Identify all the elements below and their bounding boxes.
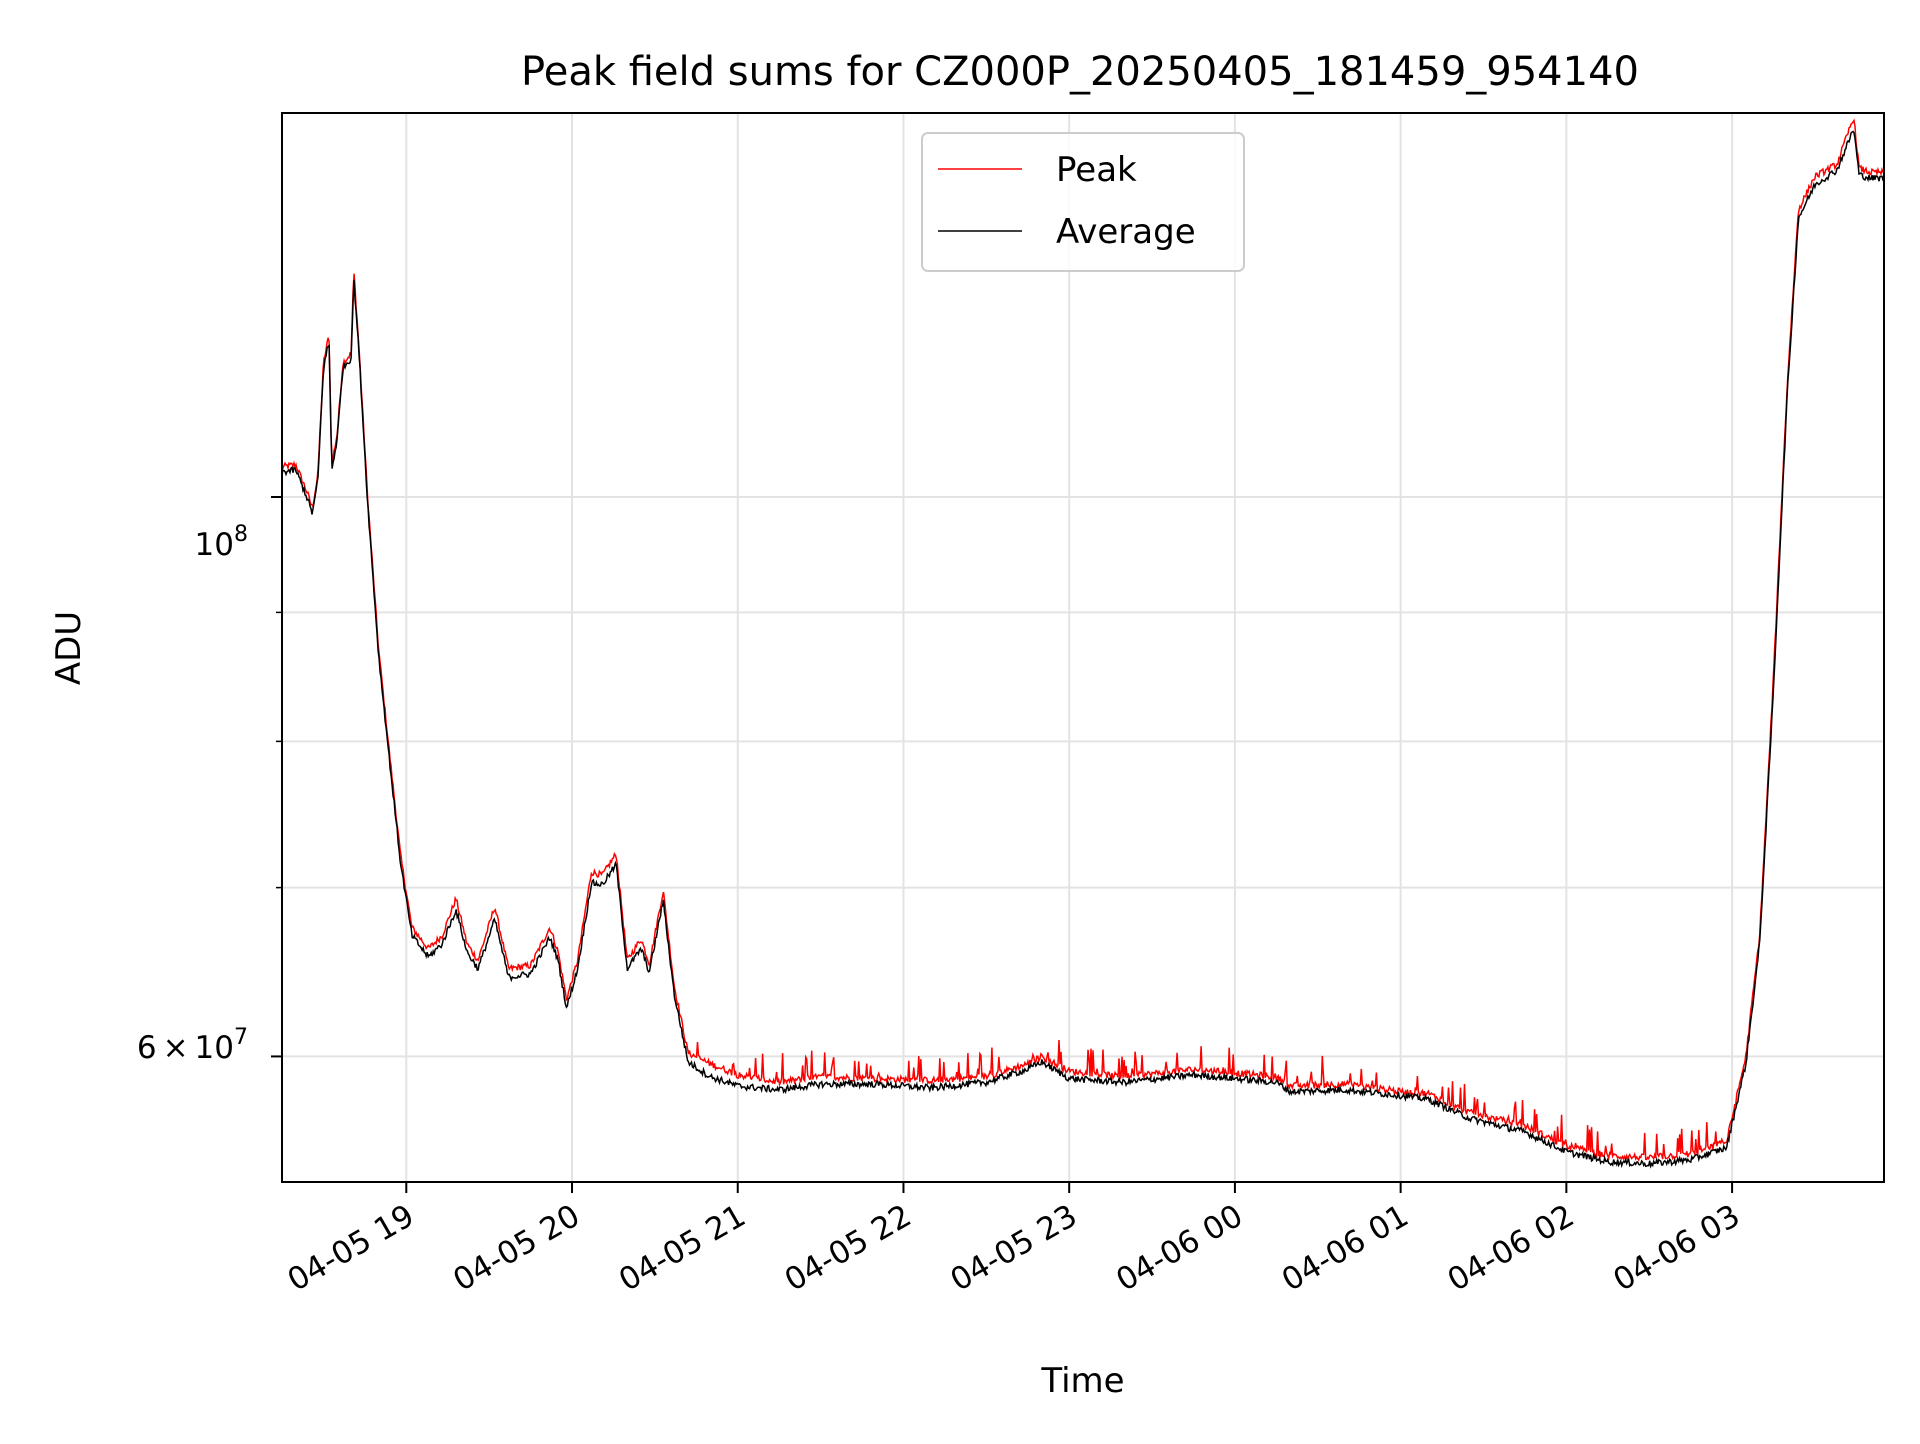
y-tick-label-1e8: 108 [195, 522, 248, 563]
y-tick-6e7-base: 10 [195, 1030, 234, 1066]
grid [282, 113, 1884, 1182]
chart-title: Peak field sums for CZ000P_20250405_1814… [521, 49, 1639, 95]
y-tick-6e7-exp: 7 [234, 1025, 248, 1050]
legend: Peak Average [921, 132, 1245, 272]
plot-frame [281, 112, 1885, 1183]
x-axis-label: Time [1040, 1361, 1124, 1401]
legend-label-peak: Peak [1056, 150, 1137, 190]
series-line-average [281, 130, 1885, 1169]
series-line-peak [281, 118, 1885, 1163]
y-axis: 108 6 × 107 [137, 496, 282, 1066]
legend-frame [921, 132, 1245, 272]
y-tick-label-6e7: 6 × 107 [137, 1025, 248, 1066]
y-tick-6e7-times: × [163, 1030, 189, 1066]
y-axis-label: ADU [49, 611, 89, 685]
series-group [281, 118, 1885, 1169]
y-tick-1e8-exp: 8 [234, 522, 248, 547]
y-tick-1e8-base: 10 [195, 527, 234, 563]
y-tick-6e7-mant: 6 [137, 1030, 157, 1066]
legend-label-average: Average [1056, 212, 1196, 252]
